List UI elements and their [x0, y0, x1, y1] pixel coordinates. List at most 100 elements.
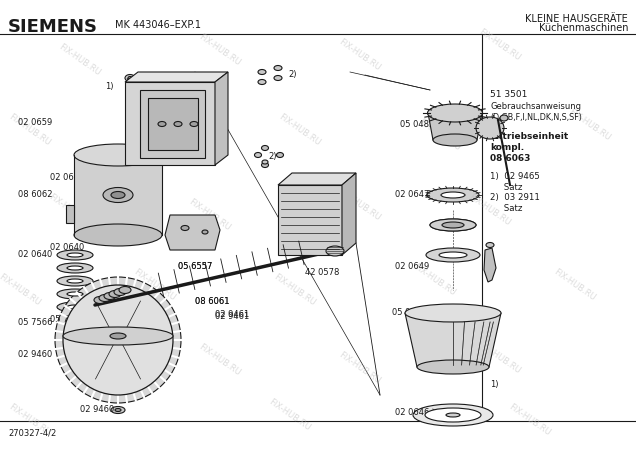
Ellipse shape: [119, 287, 131, 293]
Text: FIX-HUB.RU: FIX-HUB.RU: [338, 37, 382, 72]
Ellipse shape: [74, 144, 162, 166]
Ellipse shape: [57, 250, 93, 260]
Text: 51 3501: 51 3501: [490, 90, 527, 99]
Text: 02 9461: 02 9461: [215, 312, 249, 321]
Polygon shape: [74, 155, 162, 235]
Text: 02 0640: 02 0640: [50, 243, 84, 252]
Text: 05 6557: 05 6557: [178, 262, 212, 271]
Ellipse shape: [261, 162, 268, 167]
Ellipse shape: [274, 66, 282, 71]
Text: Satz: Satz: [490, 183, 522, 192]
Ellipse shape: [57, 263, 93, 273]
Circle shape: [55, 277, 181, 403]
Polygon shape: [278, 173, 356, 185]
Text: 1): 1): [105, 82, 113, 91]
Ellipse shape: [190, 122, 198, 126]
Ellipse shape: [63, 327, 173, 345]
Ellipse shape: [430, 219, 476, 231]
Text: 02 0640: 02 0640: [18, 250, 52, 259]
Ellipse shape: [262, 160, 268, 164]
Ellipse shape: [67, 292, 83, 296]
Ellipse shape: [109, 291, 121, 297]
Ellipse shape: [110, 333, 126, 339]
Text: 02 0649: 02 0649: [395, 262, 429, 271]
Text: FIX-HUB.RU: FIX-HUB.RU: [417, 117, 462, 153]
Ellipse shape: [57, 289, 93, 299]
Text: FIX-HUB.RU: FIX-HUB.RU: [478, 27, 523, 63]
Text: KLEINE HAUSGERÄTE: KLEINE HAUSGERÄTE: [525, 14, 628, 24]
Text: FIX-HUB.RU: FIX-HUB.RU: [132, 267, 177, 303]
Text: FIX-HUB.RU: FIX-HUB.RU: [57, 42, 102, 78]
Polygon shape: [140, 90, 205, 158]
Text: kompl.: kompl.: [490, 143, 524, 152]
Text: 2): 2): [288, 70, 296, 79]
Polygon shape: [70, 312, 80, 318]
Ellipse shape: [111, 406, 125, 414]
Ellipse shape: [111, 192, 125, 198]
Ellipse shape: [427, 104, 483, 122]
Polygon shape: [428, 113, 482, 140]
Text: Satz: Satz: [490, 204, 522, 213]
Text: 2): 2): [268, 152, 277, 161]
Text: 05 0485: 05 0485: [400, 120, 434, 129]
Polygon shape: [125, 82, 215, 165]
Polygon shape: [342, 173, 356, 255]
Text: FIX-HUB.RU: FIX-HUB.RU: [272, 272, 317, 308]
Ellipse shape: [274, 76, 282, 81]
Text: 02 0646: 02 0646: [395, 408, 429, 417]
Ellipse shape: [103, 188, 133, 203]
Text: SIEMENS: SIEMENS: [8, 18, 98, 36]
Text: 270327-4/2: 270327-4/2: [8, 428, 56, 437]
Ellipse shape: [486, 243, 494, 248]
Ellipse shape: [125, 75, 135, 81]
Ellipse shape: [413, 404, 493, 426]
Text: FIX-HUB.RU: FIX-HUB.RU: [553, 267, 598, 303]
Ellipse shape: [261, 145, 268, 150]
Text: FIX-HUB.RU: FIX-HUB.RU: [338, 351, 382, 386]
Ellipse shape: [67, 253, 83, 257]
Text: 1): 1): [490, 380, 499, 389]
Text: FIX-HUB.RU: FIX-HUB.RU: [197, 32, 242, 68]
Text: 02 0659: 02 0659: [50, 173, 84, 182]
Text: FIX-HUB.RU: FIX-HUB.RU: [268, 397, 312, 432]
Ellipse shape: [446, 413, 460, 417]
Ellipse shape: [67, 305, 83, 309]
Text: FIX-HUB.RU: FIX-HUB.RU: [0, 272, 43, 308]
Text: MK 443046–EXP.1: MK 443046–EXP.1: [115, 20, 201, 30]
Ellipse shape: [426, 248, 480, 262]
Text: 05 0486: 05 0486: [392, 308, 426, 317]
Ellipse shape: [417, 360, 489, 374]
Text: FIX-HUB.RU: FIX-HUB.RU: [567, 108, 612, 143]
Text: FIX-HUB.RU: FIX-HUB.RU: [48, 192, 93, 228]
Ellipse shape: [425, 408, 481, 422]
Ellipse shape: [440, 222, 466, 228]
Ellipse shape: [114, 288, 126, 296]
Polygon shape: [70, 322, 80, 328]
Ellipse shape: [500, 115, 508, 121]
Text: 05 7566: 05 7566: [50, 315, 85, 324]
Text: 08 6062: 08 6062: [18, 190, 53, 199]
Ellipse shape: [405, 304, 501, 322]
Polygon shape: [148, 98, 198, 150]
Ellipse shape: [57, 302, 93, 312]
Text: 08 6061: 08 6061: [195, 297, 230, 306]
Text: 05 6558: 05 6558: [290, 182, 324, 191]
Ellipse shape: [439, 252, 467, 258]
Ellipse shape: [67, 279, 83, 283]
Ellipse shape: [441, 192, 465, 198]
Text: 08 6061: 08 6061: [195, 297, 230, 306]
Ellipse shape: [427, 188, 479, 202]
Ellipse shape: [202, 230, 208, 234]
Ellipse shape: [74, 224, 162, 246]
Text: FIX-HUB.RU: FIX-HUB.RU: [197, 342, 242, 378]
Text: 02 9460: 02 9460: [80, 405, 114, 414]
Text: 05 6557: 05 6557: [178, 262, 212, 271]
Polygon shape: [405, 313, 501, 367]
Ellipse shape: [442, 222, 464, 228]
Ellipse shape: [110, 336, 126, 344]
Text: FIX-HUB.RU: FIX-HUB.RU: [478, 340, 523, 376]
Ellipse shape: [99, 294, 111, 302]
Ellipse shape: [433, 134, 477, 146]
Text: FIX-HUB.RU: FIX-HUB.RU: [508, 402, 553, 438]
Text: 02 0659: 02 0659: [18, 118, 52, 127]
